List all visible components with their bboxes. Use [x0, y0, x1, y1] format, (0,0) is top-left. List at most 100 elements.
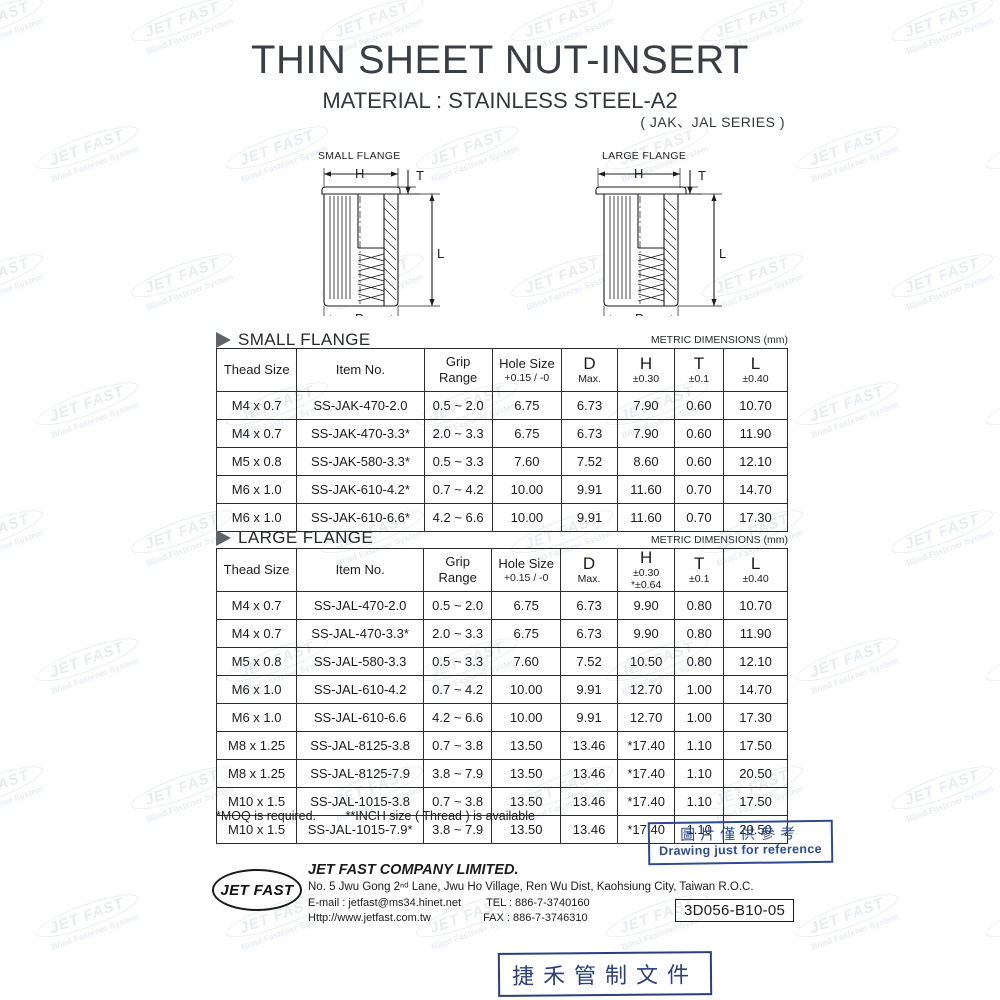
- column-header-tolerance: +0.15 / -0: [504, 371, 550, 384]
- cell-d: 7.52: [560, 647, 618, 676]
- column-header-grip: Grip Range: [423, 348, 493, 392]
- table-small-flange: Thead Size Item No. Grip Range Hole Size +0.1…: [215, 348, 789, 532]
- table-header-row: Thead Size Item No. Grip Range Hole Size +0.1…: [215, 548, 788, 592]
- drawing-small-flange: SMALL FLANGE: [300, 150, 490, 316]
- drawing-large-flange: LARGE FLANGE: [580, 150, 770, 316]
- column-header-thead-size: Thead Size: [215, 348, 298, 392]
- cell-item-no: SS-JAL-1015-7.9*: [296, 815, 425, 844]
- cell-item-no: SS-JAK-580-3.3*: [296, 447, 425, 476]
- cell-thead-size: M5 x 0.8: [215, 447, 298, 476]
- cell-grip: 2.0 ~ 3.3: [423, 619, 493, 648]
- company-email: E-mail : jetfast@ms34.hinet.net: [308, 897, 462, 909]
- cell-grip: 3.8 ~ 7.9: [423, 815, 493, 844]
- cell-item-no: SS-JAK-610-4.2*: [296, 475, 425, 504]
- cell-h: 8.60: [617, 447, 675, 476]
- cell-h: 11.60: [617, 503, 675, 532]
- column-header-hole-size: Hole Size +0.15 / -0: [491, 348, 563, 392]
- svg-text:L: L: [437, 246, 444, 261]
- footer-notes: *MOQ is required. **INCH size ( Thread )…: [216, 809, 535, 823]
- table-row: M6 x 1.0 SS-JAL-610-6.6 4.2 ~ 6.6 10.00 9.91…: [215, 703, 788, 732]
- company-logo: JET FAST: [212, 869, 302, 911]
- cell-item-no: SS-JAK-610-6.6*: [296, 503, 425, 532]
- cell-grip: 0.5 ~ 3.3: [423, 447, 493, 476]
- svg-text:L: L: [719, 246, 726, 261]
- cell-h: 12.70: [616, 703, 676, 732]
- cell-l: 14.70: [723, 675, 788, 704]
- column-header-main: T: [693, 354, 705, 374]
- page-title: THIN SHEET NUT-INSERT: [251, 38, 749, 82]
- cell-t: 0.70: [673, 503, 724, 532]
- cell-grip: 4.2 ~ 6.6: [423, 503, 493, 532]
- column-header-d: D Max.: [560, 548, 618, 592]
- column-header-item-no: Item No.: [296, 348, 425, 392]
- cell-l: 17.50: [723, 731, 788, 760]
- cell-d: 9.91: [561, 503, 619, 532]
- column-header-tolerance: ±0.40: [742, 572, 769, 585]
- column-header-main: Grip: [445, 554, 470, 570]
- column-header-tolerance: ±0.40: [742, 372, 769, 385]
- cell-thead-size: M4 x 0.7: [215, 619, 298, 648]
- cell-d: 6.73: [561, 419, 619, 448]
- column-header-t: T ±0.1: [673, 348, 724, 392]
- cell-d: 6.73: [561, 391, 619, 420]
- cell-item-no: SS-JAL-8125-7.9: [296, 759, 425, 788]
- cell-t: 1.10: [674, 787, 725, 816]
- cell-thead-size: M6 x 1.0: [215, 475, 298, 504]
- table-row: M10 x 1.5 SS-JAL-1015-7.9* 3.8 ~ 7.9 13.50 1…: [215, 815, 788, 844]
- cell-t: 0.80: [674, 619, 725, 648]
- cell-item-no: SS-JAL-610-4.2: [296, 675, 425, 704]
- cell-t: 0.60: [673, 447, 724, 476]
- column-header-main: H: [639, 548, 653, 568]
- column-header-hole-size: Hole Size +0.15 / -0: [491, 548, 562, 592]
- control-document-stamp: 捷禾管制文件: [497, 951, 713, 997]
- table-header-row: Thead Size Item No. Grip Range Hole Size +0.1…: [215, 348, 789, 392]
- company-website: Http://www.jetfast.com.tw: [308, 912, 431, 924]
- cell-t: 1.00: [674, 703, 725, 732]
- svg-text:T: T: [698, 168, 706, 183]
- cell-l: 17.50: [723, 787, 788, 816]
- column-header-tolerance: ±0.1: [689, 572, 710, 585]
- table-large-flange: Thead Size Item No. Grip Range Hole Size +0.1…: [215, 548, 788, 844]
- cell-l: 17.30: [722, 503, 789, 532]
- cell-t: 1.10: [674, 815, 725, 844]
- metric-note-large: METRIC DIMENSIONS (mm): [650, 534, 788, 546]
- table-row: M6 x 1.0 SS-JAK-610-4.2* 0.7 ~ 4.2 10.00 9.9…: [215, 475, 789, 504]
- cell-hole-size: 6.75: [491, 619, 562, 648]
- company-tel: TEL : 886-7-3740160: [486, 897, 590, 909]
- cell-hole-size: 10.00: [491, 475, 563, 504]
- section-header-large-flange: LARGE FLANGE: [216, 528, 373, 548]
- cell-d: 6.73: [560, 619, 618, 648]
- section-label: SMALL FLANGE: [238, 330, 371, 349]
- table-row: M5 x 0.8 SS-JAL-580-3.3 0.5 ~ 3.3 7.60 7.52 1…: [215, 647, 788, 676]
- cell-d: 13.46: [560, 815, 618, 844]
- cell-grip: 0.5 ~ 3.3: [423, 647, 493, 676]
- company-fax: FAX : 886-7-3746310: [483, 912, 588, 924]
- series-label: ( JAK、JAL SERIES ): [640, 114, 785, 130]
- cell-grip: 3.8 ~ 7.9: [423, 759, 493, 788]
- table-row: M8 x 1.25 SS-JAL-8125-3.8 0.7 ~ 3.8 13.50 13…: [215, 731, 788, 760]
- cell-hole-size: 7.60: [491, 447, 563, 476]
- cell-d: 9.91: [561, 475, 619, 504]
- column-header-main: D: [582, 554, 596, 574]
- table-row: M4 x 0.7 SS-JAL-470-2.0 0.5 ~ 2.0 6.75 6.73 9…: [215, 591, 788, 620]
- cell-t: 1.10: [674, 731, 725, 760]
- cell-item-no: SS-JAL-8125-3.8: [296, 731, 425, 760]
- cell-t: 1.10: [674, 759, 725, 788]
- column-header-main: T: [694, 554, 705, 574]
- metric-note-small: METRIC DIMENSIONS (mm): [650, 334, 788, 346]
- column-header-l: L ±0.40: [723, 548, 788, 592]
- cell-t: 0.60: [673, 391, 724, 420]
- cell-h: *17.40: [616, 815, 676, 844]
- cell-hole-size: 10.00: [491, 503, 563, 532]
- cell-hole-size: 13.50: [491, 815, 562, 844]
- table-row: M6 x 1.0 SS-JAL-610-4.2 0.7 ~ 4.2 10.00 9.91…: [215, 675, 788, 704]
- cell-l: 20.50: [723, 815, 788, 844]
- cell-item-no: SS-JAL-610-6.6: [296, 703, 425, 732]
- column-header-main: Thead Size: [223, 562, 290, 578]
- cell-h: 7.90: [617, 419, 675, 448]
- cell-grip: 0.5 ~ 2.0: [423, 591, 493, 620]
- note-inch: **INCH size ( Thread ) is available: [345, 809, 535, 823]
- cell-l: 17.30: [723, 703, 788, 732]
- cell-hole-size: 10.00: [491, 703, 562, 732]
- column-header-tolerance: ±0.30: [633, 566, 660, 579]
